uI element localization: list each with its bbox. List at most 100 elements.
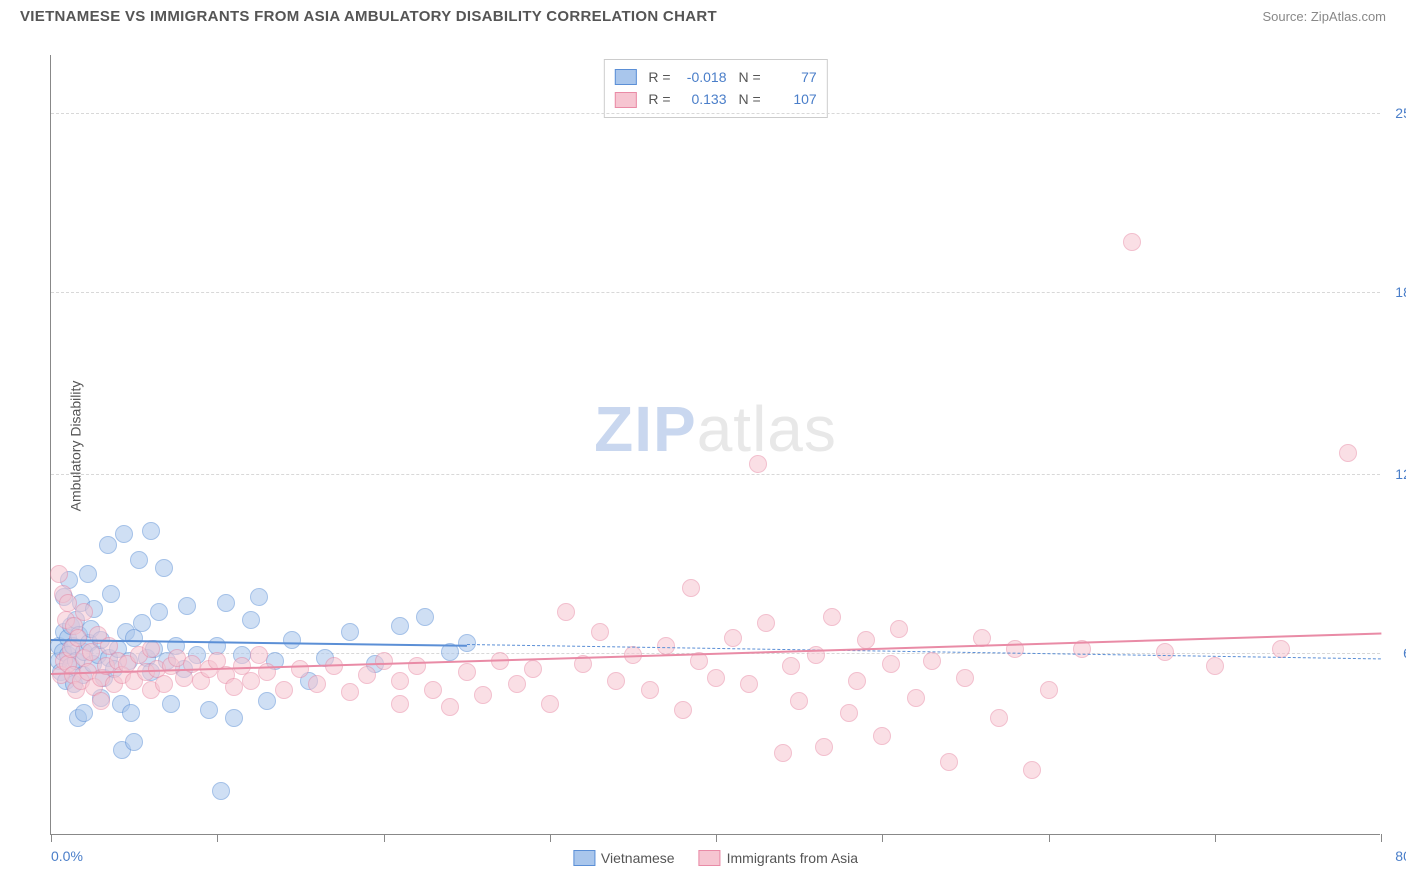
watermark: ZIPatlas [594,392,837,466]
watermark-part1: ZIP [594,393,697,465]
data-point [790,692,808,710]
data-point [122,704,140,722]
chart-title: VIETNAMESE VS IMMIGRANTS FROM ASIA AMBUL… [20,8,717,25]
x-tick [882,834,883,842]
data-point [242,611,260,629]
n-label: N = [739,66,761,88]
data-point [258,692,276,710]
x-tick [1381,834,1382,842]
data-point [115,525,133,543]
data-point [275,681,293,699]
data-point [940,753,958,771]
data-point [740,675,758,693]
data-point [102,585,120,603]
data-point [782,657,800,675]
x-tick [384,834,385,842]
data-point [823,608,841,626]
data-point [59,594,77,612]
data-point [724,629,742,647]
data-point [341,683,359,701]
data-point [242,672,260,690]
data-point [873,727,891,745]
data-point [375,652,393,670]
r-label: R = [648,66,670,88]
data-point [956,669,974,687]
stats-legend: R =-0.018N =77R =0.133N =107 [603,59,827,118]
data-point [150,603,168,621]
data-point [1156,643,1174,661]
watermark-part2: atlas [697,393,837,465]
data-point [125,733,143,751]
x-tick [51,834,52,842]
n-label: N = [739,88,761,110]
data-point [774,744,792,762]
n-value: 107 [769,88,817,110]
data-point [840,704,858,722]
data-point [707,669,725,687]
data-point [674,701,692,719]
data-point [607,672,625,690]
data-point [358,666,376,684]
data-point [848,672,866,690]
data-point [1040,681,1058,699]
data-point [1272,640,1290,658]
data-point [907,689,925,707]
data-point [424,681,442,699]
data-point [857,631,875,649]
data-point [757,614,775,632]
data-point [283,631,301,649]
data-point [142,522,160,540]
data-point [749,455,767,473]
data-point [82,643,100,661]
data-point [133,614,151,632]
legend-item: Immigrants from Asia [699,850,858,866]
data-point [882,655,900,673]
source-label: Source: ZipAtlas.com [1262,9,1386,24]
data-point [92,692,110,710]
x-tick [716,834,717,842]
data-point [391,672,409,690]
x-tick [1049,834,1050,842]
x-tick [1215,834,1216,842]
r-label: R = [648,88,670,110]
gridline [51,113,1380,114]
data-point [641,681,659,699]
gridline [51,474,1380,475]
x-tick [550,834,551,842]
data-point [75,603,93,621]
data-point [250,588,268,606]
data-point [142,640,160,658]
data-point [225,709,243,727]
stats-row: R =-0.018N =77 [614,66,816,88]
data-point [250,646,268,664]
data-point [75,704,93,722]
data-point [341,623,359,641]
data-point [1339,444,1357,462]
data-point [508,675,526,693]
data-point [1023,761,1041,779]
data-point [178,597,196,615]
data-point [212,782,230,800]
y-tick-label: 25.0% [1395,105,1406,121]
data-point [591,623,609,641]
data-point [308,675,326,693]
data-point [923,652,941,670]
data-point [225,678,243,696]
data-point [155,559,173,577]
x-axis-label: 0.0% [51,848,83,864]
stats-row: R =0.133N =107 [614,88,816,110]
data-point [99,536,117,554]
data-point [155,675,173,693]
legend-item: Vietnamese [573,850,675,866]
data-point [391,695,409,713]
data-point [474,686,492,704]
legend-label: Vietnamese [601,850,675,866]
y-tick-label: 18.8% [1395,284,1406,300]
data-point [416,608,434,626]
r-value: -0.018 [679,66,727,88]
legend-swatch [573,850,595,866]
data-point [441,698,459,716]
legend-label: Immigrants from Asia [727,850,858,866]
legend-swatch [614,69,636,85]
data-point [200,701,218,719]
